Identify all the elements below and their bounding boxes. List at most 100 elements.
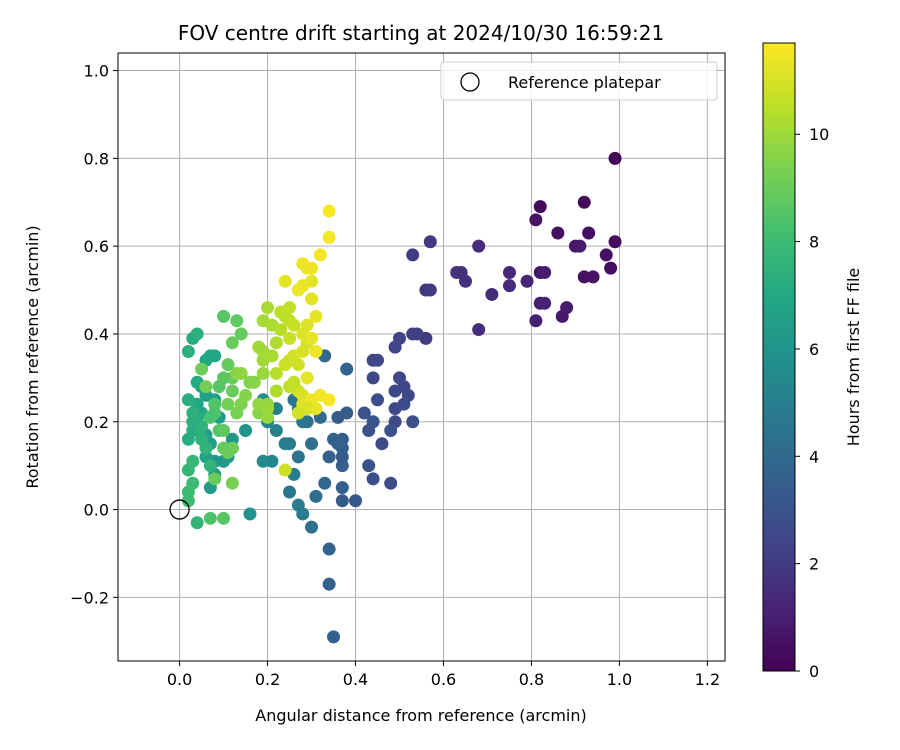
data-point — [309, 309, 323, 323]
data-point — [217, 424, 231, 438]
data-point — [256, 366, 270, 380]
legend: Reference platepar — [440, 61, 718, 101]
data-point — [203, 459, 217, 473]
data-point — [573, 239, 587, 253]
data-point — [577, 270, 591, 284]
data-point — [230, 314, 244, 328]
data-point — [551, 226, 565, 240]
data-point — [502, 265, 516, 279]
data-point — [375, 437, 389, 451]
colorbar-tick-label: 2 — [809, 555, 819, 574]
data-point — [335, 450, 349, 464]
x-axis-label: Angular distance from reference (arcmin) — [255, 706, 586, 725]
data-point — [371, 353, 385, 367]
data-point — [520, 274, 534, 288]
reference-marker-group — [169, 499, 190, 520]
data-point — [322, 393, 336, 407]
colorbar-tick-label: 0 — [809, 662, 819, 681]
data-point — [309, 345, 323, 359]
data-point — [203, 511, 217, 525]
data-point — [529, 314, 543, 328]
y-tick-label: −0.2 — [70, 588, 109, 607]
data-point — [291, 283, 305, 297]
data-point — [327, 630, 341, 644]
data-point — [221, 358, 235, 372]
reference-platepar-marker — [169, 499, 190, 520]
data-point — [305, 292, 319, 306]
data-point — [322, 204, 336, 218]
data-point — [305, 520, 319, 534]
data-point — [199, 380, 213, 394]
data-point — [252, 340, 266, 354]
data-point — [269, 384, 283, 398]
data-point — [327, 432, 341, 446]
data-point — [410, 327, 424, 341]
data-point — [181, 345, 195, 359]
data-point — [384, 476, 398, 490]
y-axis-ticks: −0.2 0.0 0.2 0.4 0.6 0.8 1.0 — [70, 62, 118, 607]
data-point — [529, 213, 543, 227]
data-point — [208, 472, 222, 486]
data-point — [274, 323, 288, 337]
data-point — [283, 301, 297, 315]
data-point — [423, 283, 437, 297]
data-point — [604, 261, 618, 275]
data-point — [349, 494, 363, 508]
data-point — [388, 384, 402, 398]
data-point — [309, 489, 323, 503]
data-point — [247, 375, 261, 389]
y-tick-label: 0.6 — [84, 237, 109, 256]
data-point — [538, 296, 552, 310]
x-tick-label: 0.8 — [519, 670, 544, 689]
y-tick-label: 1.0 — [84, 62, 109, 81]
data-point — [406, 248, 420, 262]
data-point — [335, 481, 349, 495]
data-point — [186, 454, 200, 468]
data-point — [485, 287, 499, 301]
data-point — [239, 388, 253, 402]
data-point — [450, 265, 464, 279]
data-point — [340, 362, 354, 376]
data-point — [331, 410, 345, 424]
data-point — [278, 274, 292, 288]
data-point — [599, 248, 613, 262]
data-point — [371, 393, 385, 407]
colorbar-label: Hours from first FF file — [844, 268, 863, 447]
data-point — [362, 459, 376, 473]
x-tick-label: 0.2 — [255, 670, 280, 689]
data-point — [181, 494, 195, 508]
data-point — [256, 454, 270, 468]
data-point — [472, 239, 486, 253]
data-point — [423, 235, 437, 249]
data-point — [181, 432, 195, 446]
y-axis-label: Rotation from reference (arcmin) — [23, 225, 42, 488]
data-point — [608, 235, 622, 249]
data-point — [291, 358, 305, 372]
data-point — [335, 494, 349, 508]
data-point — [239, 424, 253, 438]
data-point — [322, 450, 336, 464]
data-point — [225, 384, 239, 398]
data-point — [181, 393, 195, 407]
data-point — [234, 366, 248, 380]
data-point — [261, 301, 275, 315]
data-point — [208, 349, 222, 363]
data-point — [190, 327, 204, 341]
data-point — [538, 265, 552, 279]
plot-frame — [117, 52, 726, 662]
data-point — [366, 472, 380, 486]
data-point — [269, 424, 283, 438]
data-point — [305, 437, 319, 451]
legend-marker-icon — [460, 72, 480, 92]
data-point — [261, 402, 275, 416]
data-point — [269, 336, 283, 350]
y-tick-label: 0.8 — [84, 149, 109, 168]
data-point — [533, 200, 547, 214]
data-point — [195, 419, 209, 433]
y-tick-label: 0.2 — [84, 413, 109, 432]
data-point — [366, 415, 380, 429]
data-point — [190, 516, 204, 530]
data-point — [357, 406, 371, 420]
data-point — [322, 542, 336, 556]
data-point — [199, 441, 213, 455]
